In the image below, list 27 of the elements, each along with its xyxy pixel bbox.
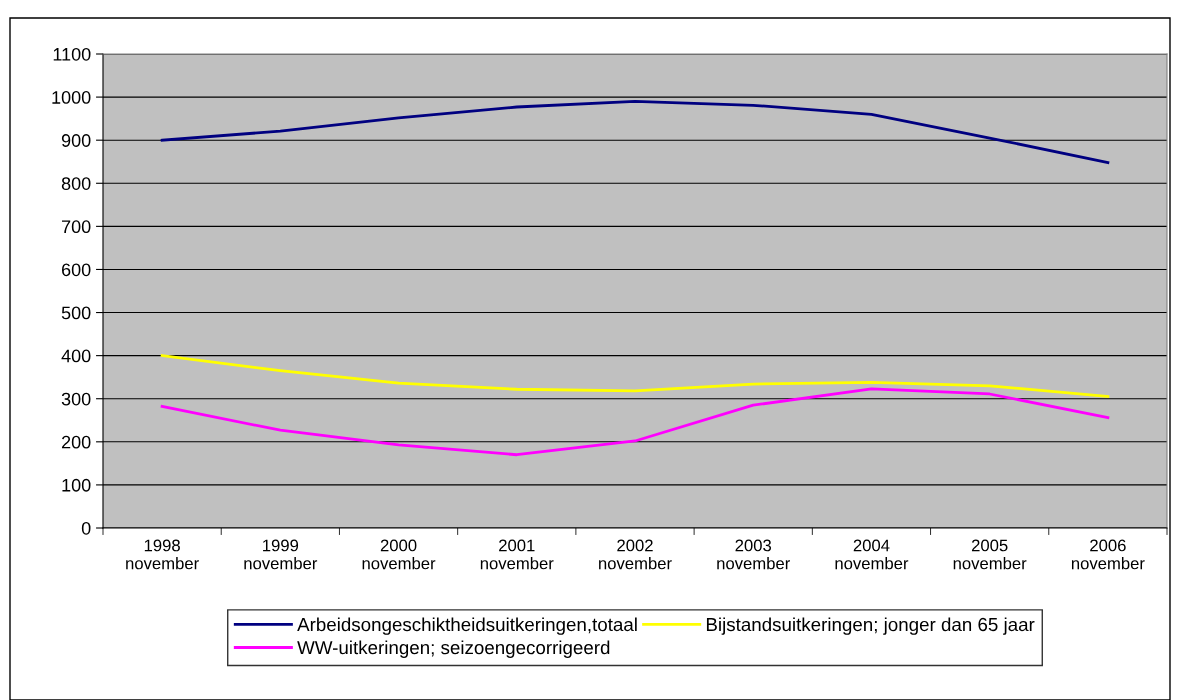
x-tick-label: 2004 november	[835, 539, 909, 570]
x-tick-label: 2005 november	[953, 539, 1027, 570]
y-tick-label: 800	[61, 177, 91, 190]
legend-label: Arbeidsongeschiktheidsuitkeringen,totaal	[297, 617, 637, 635]
legend-label: WW-uitkeringen; seizoengecorrigeerd	[297, 640, 610, 658]
x-tick-label: 2006 november	[1071, 539, 1145, 570]
line-series	[160, 354, 1110, 398]
y-tick-label: 1100	[53, 47, 91, 61]
y-tick-label: 300	[61, 392, 91, 406]
y-tick-label: 600	[61, 263, 91, 277]
x-tick-label: 2001 november	[480, 539, 554, 570]
legend-label: Bijstandsuitkeringen; jonger dan 65 jaar	[706, 617, 1035, 635]
line-series	[160, 387, 1110, 457]
y-tick-label: 700	[62, 220, 91, 234]
x-tick-label: 1999 november	[244, 539, 318, 570]
y-tick-label: 400	[61, 349, 91, 363]
y-tick-label: 500	[61, 306, 91, 320]
x-tick-label: 2003 november	[717, 539, 791, 570]
line-series	[160, 100, 1110, 164]
y-tick-label: 1000	[52, 91, 91, 104]
x-tick-label: 2000 november	[362, 539, 436, 570]
y-tick-label: 900	[61, 134, 91, 147]
x-tick-label: 2002 november	[599, 539, 672, 570]
x-tick-label: 1998 november	[126, 539, 199, 570]
y-tick-label: 0	[81, 521, 91, 535]
y-tick-label: 100	[62, 478, 91, 492]
y-tick-label: 200	[61, 435, 91, 449]
